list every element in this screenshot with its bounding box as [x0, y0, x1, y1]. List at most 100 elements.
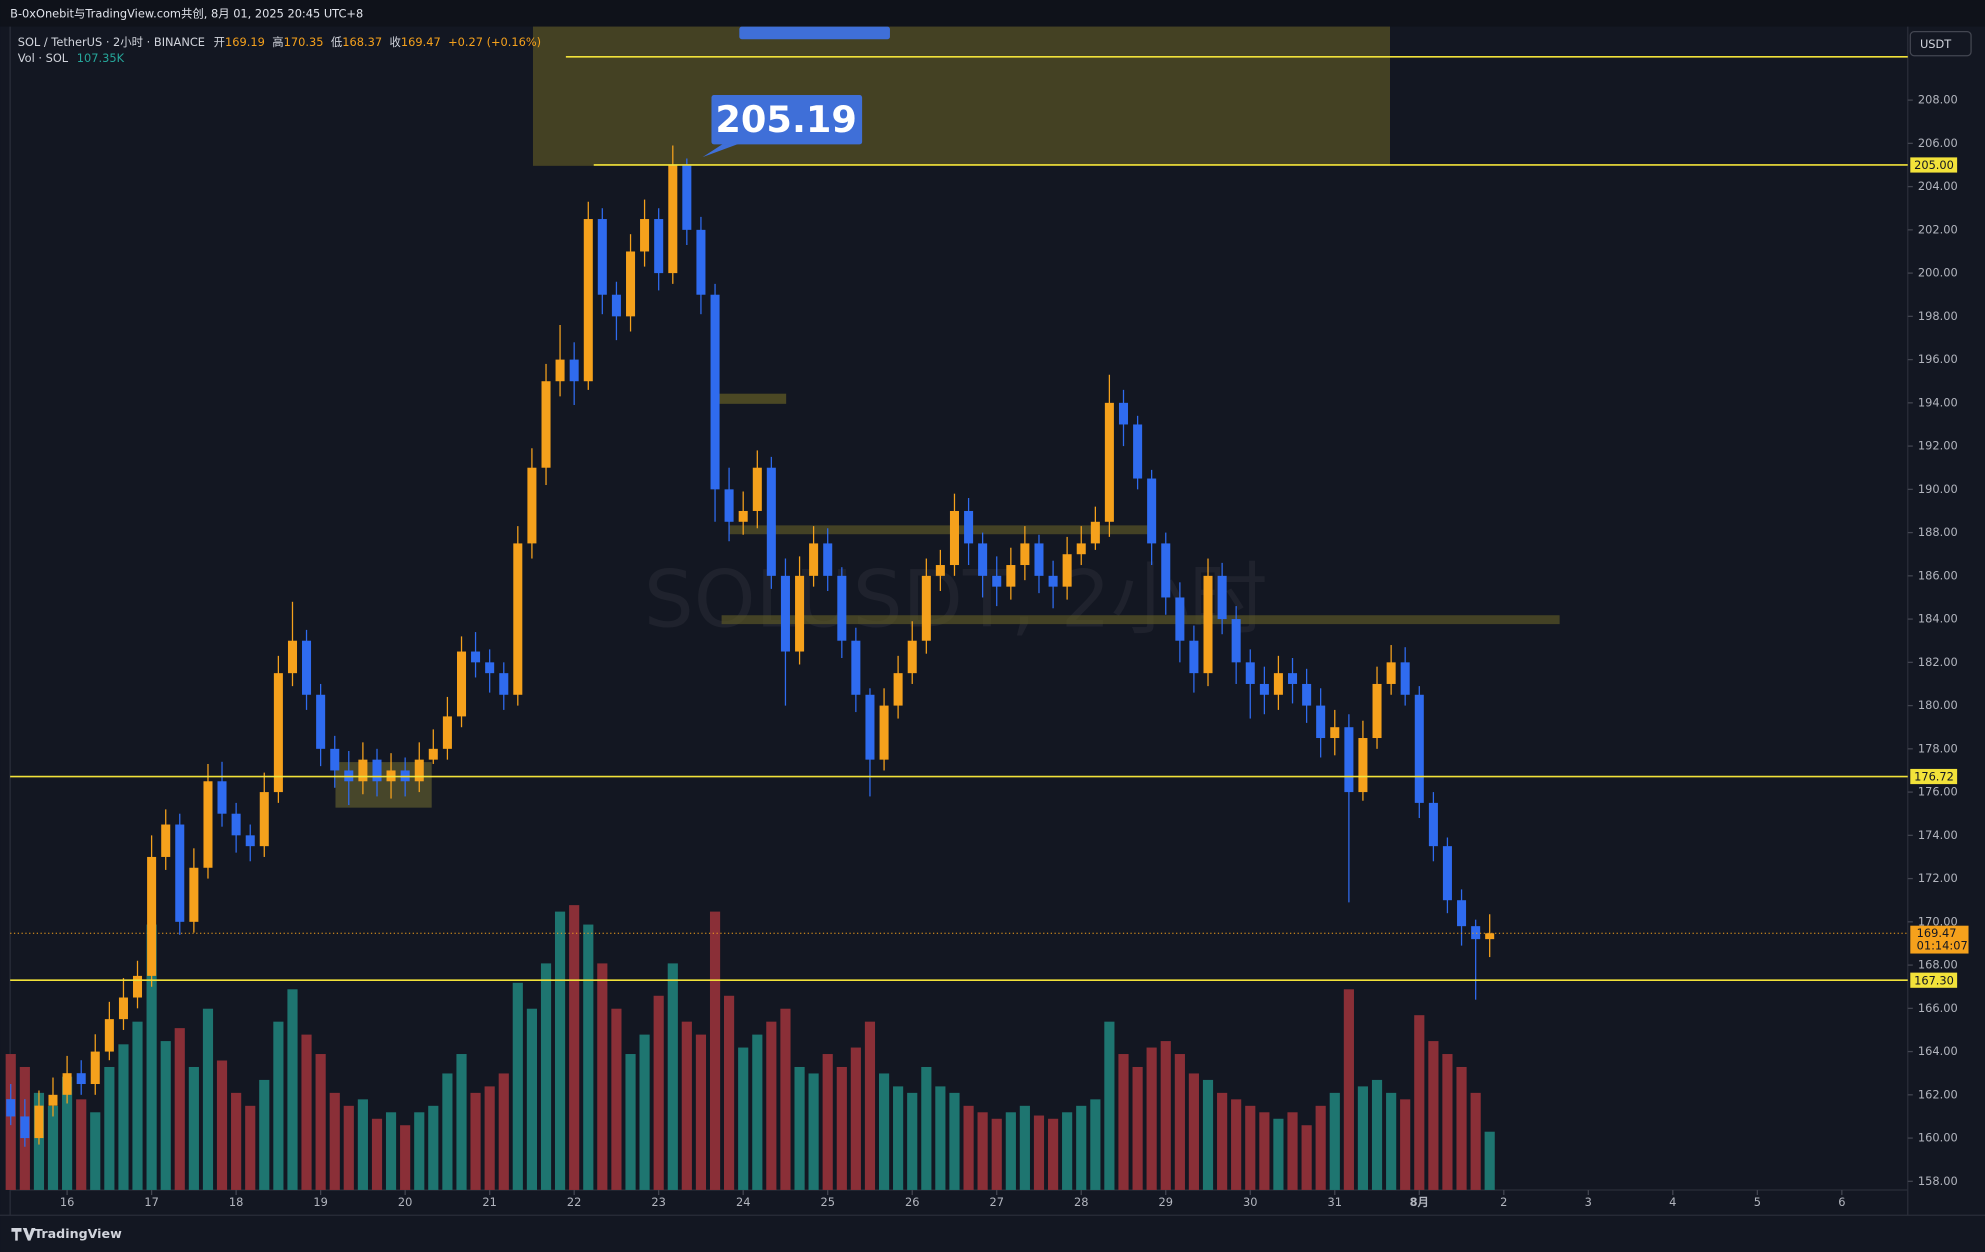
volume-value: 107.35K: [77, 51, 125, 65]
candle-body: [865, 694, 875, 760]
volume-bar: [681, 1021, 692, 1190]
candle-body: [471, 651, 481, 663]
volume-bar: [385, 1112, 397, 1190]
volume-bar: [160, 1041, 171, 1190]
volume-bar: [1484, 1131, 1495, 1190]
volume-bar: [540, 963, 552, 1190]
candle-body: [696, 229, 706, 295]
candle-body: [851, 640, 861, 695]
candle-body: [583, 219, 593, 382]
x-tick-label: 21: [482, 1195, 496, 1209]
candle-body: [1147, 478, 1157, 544]
candle-body: [1034, 543, 1044, 576]
volume-bar: [1414, 1015, 1425, 1190]
y-tick-label: 204.00: [1918, 179, 1958, 193]
candle-body: [104, 1019, 114, 1052]
volume-bar: [484, 1086, 495, 1190]
volume-bar: [597, 963, 608, 1190]
volume-bar: [864, 1021, 876, 1190]
x-tick-label: 28: [1074, 1195, 1088, 1209]
volume-bar: [724, 995, 735, 1190]
y-tick-label: 194.00: [1918, 395, 1958, 409]
x-tick-label: 3: [1585, 1195, 1592, 1209]
callout-label: 205.19: [715, 98, 857, 141]
volume-bar: [850, 1047, 861, 1190]
legend-value: 168.37: [342, 34, 382, 48]
x-tick-label: 24: [736, 1195, 750, 1209]
volume-bar: [766, 1021, 777, 1190]
x-tick-label: 18: [229, 1195, 243, 1209]
candle-body: [358, 759, 368, 782]
header-title: B-0xOnebit与TradingView.com共创, 8月 01, 202…: [10, 6, 363, 20]
candle-body: [1457, 900, 1467, 927]
volume-bar: [231, 1092, 242, 1190]
candle-body: [626, 251, 636, 317]
change: +0.27 (+0.16%): [448, 34, 541, 48]
volume-bar: [287, 989, 298, 1190]
volume-bar: [1118, 1054, 1129, 1190]
volume-bar: [1400, 1099, 1411, 1190]
y-tick-label: 176.00: [1918, 785, 1958, 799]
x-tick-label: 27: [989, 1195, 1003, 1209]
volume-bar: [1090, 1099, 1101, 1190]
volume-bar: [104, 1066, 115, 1190]
candle-body: [457, 651, 467, 717]
legend-label: 低: [331, 34, 342, 48]
candle-body: [1231, 619, 1241, 663]
candle-body: [935, 565, 945, 576]
zone: [715, 393, 787, 404]
candle-body: [569, 359, 579, 382]
candle-body: [1400, 662, 1410, 695]
volume-bar: [1076, 1105, 1087, 1190]
volume-bar: [949, 1092, 960, 1190]
last-price-label: 169.47: [1917, 926, 1957, 940]
volume-bar: [878, 1073, 890, 1190]
volume-bar: [738, 1047, 749, 1190]
x-tick-label: 29: [1159, 1195, 1173, 1209]
candle-body: [90, 1051, 100, 1085]
candle-body: [1118, 402, 1129, 425]
candle-body: [414, 759, 424, 782]
candle-body: [992, 575, 1002, 587]
volume-bar: [428, 1105, 439, 1190]
candle-body: [34, 1105, 44, 1139]
volume-bar: [273, 1021, 284, 1190]
candle-body: [1485, 933, 1495, 940]
y-tick-label: 206.00: [1918, 136, 1958, 150]
y-tick-label: 192.00: [1918, 439, 1958, 453]
volume-bar: [47, 1105, 59, 1190]
candle-body: [1316, 705, 1326, 739]
candle-body: [428, 748, 438, 760]
y-tick-label: 174.00: [1918, 828, 1958, 842]
volume-bar: [1301, 1125, 1312, 1190]
callout-box: [739, 26, 890, 40]
volume-bar: [709, 911, 721, 1190]
zone: [721, 615, 1560, 625]
volume-bar: [1315, 1105, 1326, 1190]
x-tick-label: 23: [651, 1195, 665, 1209]
volume-bar: [752, 1034, 763, 1190]
legend-label: 收: [390, 34, 401, 48]
candle-body: [1330, 727, 1340, 739]
y-tick-label: 170.00: [1918, 914, 1958, 928]
callout-box: [711, 95, 863, 145]
y-tick-label: 184.00: [1918, 612, 1958, 626]
volume-bar: [259, 1079, 270, 1190]
y-tick-label: 172.00: [1918, 871, 1958, 885]
volume-bar: [1470, 1092, 1481, 1190]
volume-bar: [977, 1112, 988, 1190]
x-tick-label: 5: [1754, 1195, 1761, 1209]
volume-bar: [667, 963, 678, 1190]
volume-bar: [569, 905, 580, 1190]
volume-bar: [1048, 1118, 1059, 1190]
volume-bar: [202, 1008, 214, 1190]
zone: [532, 26, 1391, 166]
volume-bar: [822, 1054, 833, 1190]
volume-bar: [653, 995, 664, 1190]
candle-body: [1189, 640, 1199, 674]
volume-bar: [245, 1105, 256, 1190]
volume-bar: [1273, 1118, 1284, 1190]
candle-body: [738, 510, 748, 522]
